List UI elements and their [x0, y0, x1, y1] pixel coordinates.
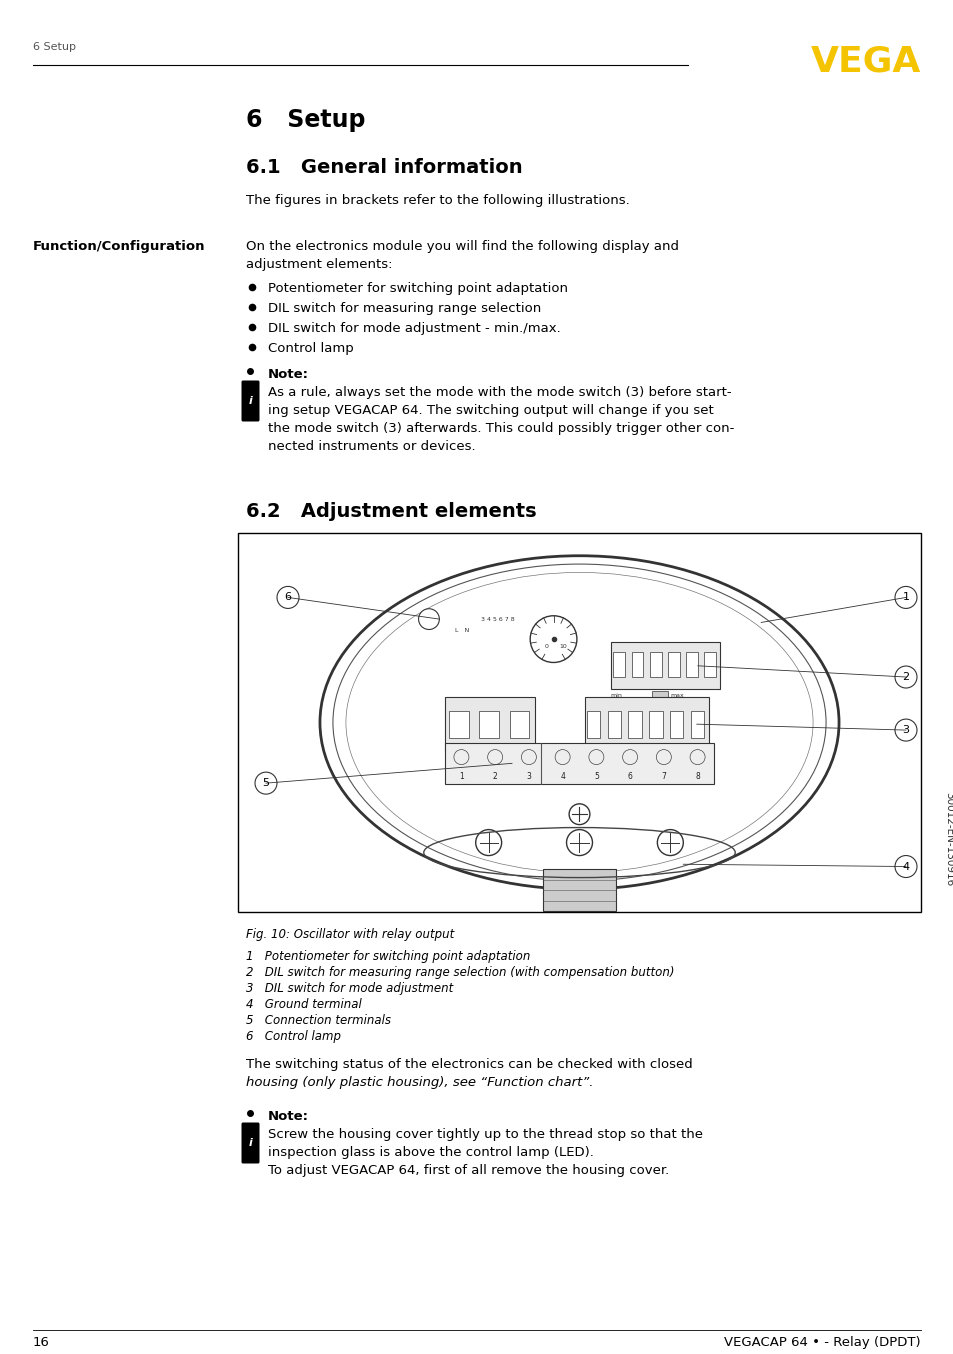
Text: nected instruments or devices.: nected instruments or devices. — [268, 440, 476, 454]
Text: To adjust VEGACAP 64, first of all remove the housing cover.: To adjust VEGACAP 64, first of all remov… — [268, 1164, 669, 1177]
Text: 2   DIL switch for measuring range selection (with compensation button): 2 DIL switch for measuring range selecti… — [246, 965, 674, 979]
Text: Note:: Note: — [268, 1110, 309, 1122]
Bar — [613, 651, 624, 677]
Text: The figures in brackets refer to the following illustrations.: The figures in brackets refer to the fol… — [246, 194, 629, 207]
Bar — [444, 742, 714, 784]
Text: The switching status of the electronics can be checked with closed: The switching status of the electronics … — [246, 1057, 692, 1071]
Circle shape — [276, 586, 298, 608]
Text: the mode switch (3) afterwards. This could possibly trigger other con-: the mode switch (3) afterwards. This cou… — [268, 422, 734, 435]
Text: 30012-EN-130916: 30012-EN-130916 — [943, 792, 953, 887]
Text: 3   DIL switch for mode adjustment: 3 DIL switch for mode adjustment — [246, 982, 453, 995]
Text: 1: 1 — [458, 772, 463, 781]
FancyBboxPatch shape — [241, 380, 259, 421]
Bar — [610, 642, 719, 689]
Text: On the electronics module you will find the following display and: On the electronics module you will find … — [246, 240, 679, 253]
Bar — [648, 711, 661, 738]
Text: L   N: L N — [455, 628, 469, 634]
Text: 4: 4 — [559, 772, 564, 781]
Circle shape — [254, 772, 276, 795]
Text: Function/Configuration: Function/Configuration — [33, 240, 205, 253]
Bar — [449, 711, 468, 738]
Text: 2: 2 — [493, 772, 497, 781]
Text: 6.1   General information: 6.1 General information — [246, 158, 522, 177]
Bar — [478, 711, 498, 738]
Text: housing (only plastic housing), see “Function chart”.: housing (only plastic housing), see “Fun… — [246, 1076, 593, 1089]
Text: Potentiometer for switching point adaptation: Potentiometer for switching point adapta… — [268, 282, 567, 295]
Text: 5   Connection terminals: 5 Connection terminals — [246, 1014, 391, 1026]
Text: i: i — [249, 1137, 253, 1148]
Bar — [542, 869, 616, 911]
Text: Fig. 10: Oscillator with relay output: Fig. 10: Oscillator with relay output — [246, 927, 454, 941]
Bar — [667, 651, 679, 677]
Circle shape — [894, 586, 916, 608]
Text: 16: 16 — [33, 1336, 50, 1349]
Text: 6   Control lamp: 6 Control lamp — [246, 1030, 340, 1043]
Text: 6   Setup: 6 Setup — [246, 108, 365, 131]
Text: min: min — [610, 693, 622, 699]
Text: VEGACAP 64 • - Relay (DPDT): VEGACAP 64 • - Relay (DPDT) — [723, 1336, 920, 1349]
Text: 3 4 5 6 7 8: 3 4 5 6 7 8 — [480, 616, 514, 621]
Text: adjustment elements:: adjustment elements: — [246, 259, 392, 271]
Text: 5: 5 — [262, 779, 269, 788]
Bar — [628, 711, 641, 738]
Text: 8: 8 — [695, 772, 700, 781]
Text: 3: 3 — [526, 772, 531, 781]
Text: 7: 7 — [660, 772, 665, 781]
Bar — [669, 711, 682, 738]
Bar — [509, 711, 529, 738]
Text: 2: 2 — [902, 672, 908, 682]
Text: 6.2   Adjustment elements: 6.2 Adjustment elements — [246, 502, 536, 521]
Text: 6: 6 — [627, 772, 632, 781]
Text: Screw the housing cover tightly up to the thread stop so that the: Screw the housing cover tightly up to th… — [268, 1128, 702, 1141]
Text: Control lamp: Control lamp — [268, 343, 354, 355]
Bar — [237, 533, 920, 913]
Text: 0: 0 — [544, 643, 548, 649]
Text: i: i — [249, 395, 253, 406]
Bar — [631, 651, 642, 677]
Text: ing setup VEGACAP 64. The switching output will change if you set: ing setup VEGACAP 64. The switching outp… — [268, 403, 713, 417]
Bar — [649, 651, 660, 677]
Text: DIL switch for mode adjustment - min./max.: DIL switch for mode adjustment - min./ma… — [268, 322, 560, 334]
Bar — [652, 691, 668, 700]
Text: 4   Ground terminal: 4 Ground terminal — [246, 998, 361, 1011]
Text: 4: 4 — [902, 861, 908, 872]
Text: Note:: Note: — [268, 368, 309, 380]
Bar — [685, 651, 697, 677]
Text: 3: 3 — [902, 726, 908, 735]
Text: DIL switch for measuring range selection: DIL switch for measuring range selection — [268, 302, 540, 315]
FancyBboxPatch shape — [241, 1122, 259, 1163]
Text: 5: 5 — [594, 772, 598, 781]
Bar — [703, 651, 716, 677]
Circle shape — [894, 719, 916, 741]
Text: 6 Setup: 6 Setup — [33, 42, 76, 51]
Circle shape — [418, 609, 439, 630]
Text: 1   Potentiometer for switching point adaptation: 1 Potentiometer for switching point adap… — [246, 951, 530, 963]
Text: VEGA: VEGA — [810, 45, 920, 79]
Circle shape — [894, 666, 916, 688]
Text: 6: 6 — [284, 593, 292, 603]
Bar — [690, 711, 703, 738]
Text: inspection glass is above the control lamp (LED).: inspection glass is above the control la… — [268, 1145, 594, 1159]
Text: 1: 1 — [902, 593, 908, 603]
Circle shape — [894, 856, 916, 877]
Bar — [444, 697, 535, 751]
Text: 10: 10 — [558, 643, 566, 649]
Bar — [607, 711, 620, 738]
Text: max: max — [670, 693, 683, 699]
Bar — [586, 711, 599, 738]
Text: As a rule, always set the mode with the mode switch (3) before start-: As a rule, always set the mode with the … — [268, 386, 731, 399]
Bar — [584, 697, 708, 751]
